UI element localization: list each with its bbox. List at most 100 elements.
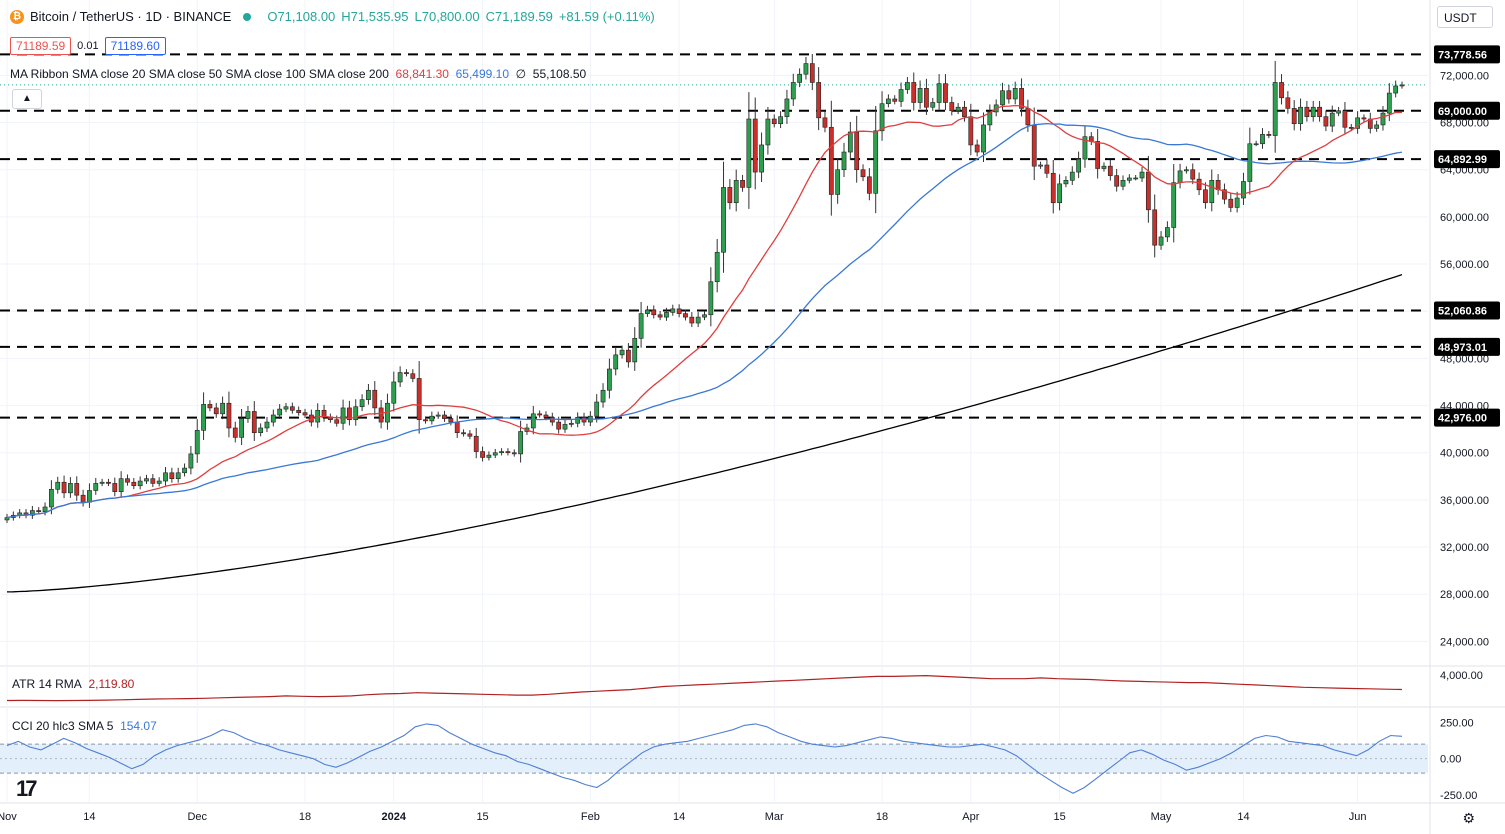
candle	[1158, 231, 1164, 250]
candle	[949, 96, 955, 116]
candle-body	[670, 308, 676, 313]
candle-body	[511, 452, 517, 455]
candle-body	[366, 389, 371, 400]
x-tick-label: Mar	[765, 811, 784, 823]
currency-selector[interactable]: USDT	[1437, 6, 1493, 28]
candle	[372, 381, 378, 416]
candle	[943, 74, 948, 111]
candle-body	[106, 481, 111, 484]
cci-label[interactable]: CCI 20 hlc3 SMA 5	[12, 719, 114, 733]
candle-body	[746, 118, 752, 188]
candle-body	[112, 483, 118, 492]
tradingview-logo[interactable]: 17	[16, 776, 38, 801]
candle	[1279, 74, 1284, 105]
candle	[790, 73, 796, 106]
candle	[1272, 60, 1278, 153]
candle	[245, 406, 251, 423]
candle-body	[898, 89, 904, 102]
y-tick-label: 32,000.00	[1440, 542, 1489, 554]
candle-body	[220, 402, 225, 415]
cci-band	[0, 744, 1428, 774]
candle-body	[1342, 110, 1348, 128]
candle-body	[49, 488, 54, 508]
candle-body	[55, 481, 61, 490]
ma-ribbon-legend: MA Ribbon SMA close 20 SMA close 50 SMA …	[10, 67, 586, 81]
candle	[1399, 81, 1405, 89]
candle-body	[537, 413, 543, 416]
candle	[1234, 191, 1240, 213]
candle-body	[36, 510, 42, 512]
candle-body	[213, 407, 219, 415]
collapse-legend-button[interactable]: ▲	[12, 89, 42, 109]
candle-body	[1348, 126, 1354, 129]
candle-body	[150, 478, 156, 484]
candle	[277, 404, 283, 420]
candle	[473, 427, 479, 459]
ask-price[interactable]: 71189.60	[104, 37, 166, 55]
atr-label[interactable]: ATR 14 RMA	[12, 677, 82, 691]
bid-price[interactable]: 71189.59	[10, 37, 72, 55]
candle	[1184, 166, 1189, 174]
candle	[99, 478, 105, 487]
candle-body	[771, 118, 777, 125]
candle-body	[289, 406, 295, 411]
candle-body	[372, 389, 378, 409]
candle	[1253, 140, 1259, 147]
candle-body	[1361, 117, 1367, 120]
ma-ribbon-label[interactable]: MA Ribbon SMA close 20 SMA close 50 SMA …	[10, 67, 389, 81]
candle-body	[486, 454, 492, 458]
candle-body	[239, 418, 244, 438]
candle	[410, 369, 416, 383]
candle	[182, 463, 187, 477]
candle-body	[416, 378, 422, 421]
candle	[1260, 128, 1265, 149]
candle	[74, 476, 80, 501]
candle	[511, 449, 517, 457]
sma200-value: 55,108.50	[532, 67, 587, 81]
candle-body	[759, 144, 764, 173]
candle-body	[790, 82, 796, 100]
candle-body	[1177, 170, 1183, 183]
candle-body	[645, 309, 650, 314]
gear-icon[interactable]: ⚙	[1462, 810, 1475, 826]
candle-body	[911, 82, 917, 103]
symbol-title[interactable]: Bitcoin / TetherUS · 1D · BINANCE	[30, 9, 232, 24]
candle-body	[809, 63, 815, 83]
y-tick-label: 60,000.00	[1440, 212, 1489, 224]
candle	[207, 400, 213, 412]
candle	[1266, 130, 1272, 139]
y-tick-label: 24,000.00	[1440, 636, 1489, 648]
candle	[1291, 100, 1297, 131]
level-label-box	[1434, 45, 1500, 64]
candle-body	[1038, 164, 1043, 167]
cci-line	[6, 723, 1403, 794]
candle-body	[74, 483, 80, 496]
candle	[816, 67, 822, 131]
candle	[1044, 159, 1050, 178]
candle-body	[1133, 177, 1139, 180]
sma20-value: 68,841.30	[395, 67, 449, 81]
candle	[936, 74, 942, 111]
candle-body	[841, 151, 847, 171]
candle-body	[118, 478, 124, 492]
candle-body	[930, 102, 936, 108]
candle-body	[1152, 209, 1158, 246]
candle	[752, 97, 758, 190]
candle-body	[131, 481, 137, 487]
candle-body	[1101, 165, 1107, 169]
header-row: ₿ Bitcoin / TetherUS · 1D · BINANCE O71,…	[10, 9, 655, 24]
candle-body	[1386, 92, 1392, 114]
candle	[537, 410, 543, 418]
candle	[29, 505, 35, 519]
candle-body	[778, 116, 783, 125]
candle	[1107, 159, 1113, 181]
candle-body	[435, 414, 441, 417]
level-label-box	[1434, 150, 1500, 169]
candle	[131, 478, 137, 490]
candle	[638, 301, 644, 348]
candle-body	[1234, 197, 1240, 208]
candle-body	[245, 411, 251, 419]
candle-body	[359, 399, 365, 408]
candle	[1006, 84, 1012, 104]
